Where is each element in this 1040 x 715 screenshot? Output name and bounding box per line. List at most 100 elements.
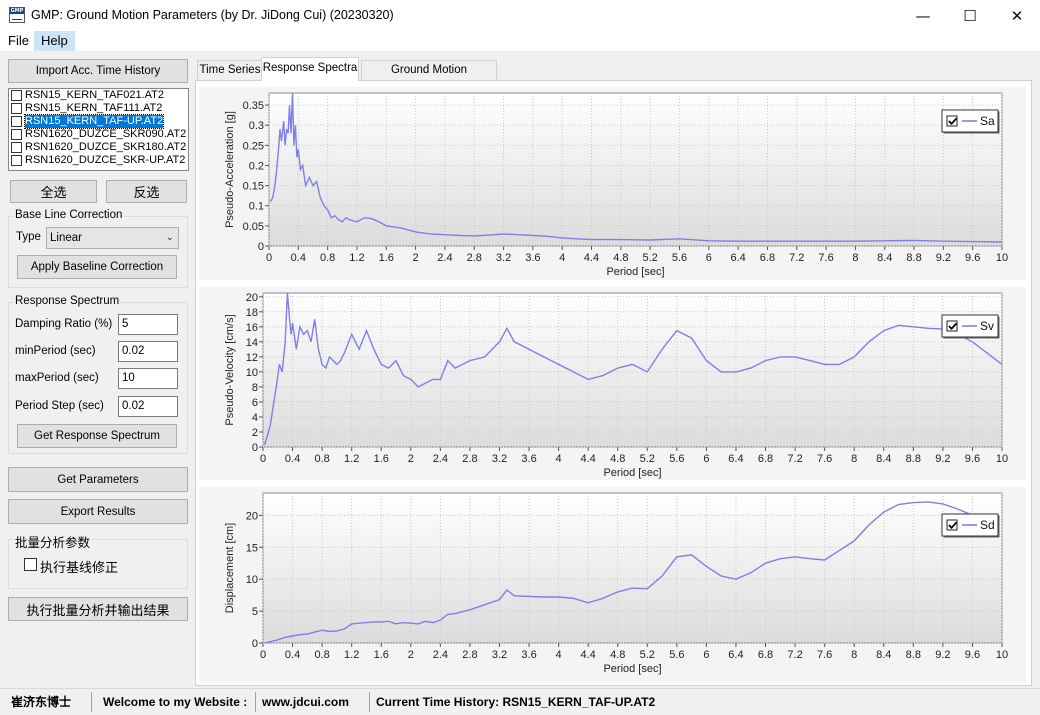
file-checkbox[interactable] xyxy=(11,103,22,114)
max-period-input[interactable]: 10 xyxy=(118,368,178,389)
min-period-label: minPeriod (sec) xyxy=(15,345,96,357)
y-tick-label: 0.25 xyxy=(243,140,264,152)
y-tick-label: 10 xyxy=(246,367,258,379)
y-tick-label: 0.35 xyxy=(243,100,264,112)
list-item[interactable]: RSN15_KERN_TAF-UP.AT2 xyxy=(9,114,188,129)
y-tick-label: 0.1 xyxy=(249,201,264,213)
y-tick-label: 0.3 xyxy=(249,120,264,132)
chart-sv: 0 0.4 0.8 1.2 1.6 2 2.4 2.8 3.2 3.6 4 4.4 4.8 5.2 5.6 6… xyxy=(199,287,1026,480)
y-tick-label: 2 xyxy=(252,427,258,439)
x-tick-label: 6 xyxy=(703,649,709,661)
baseline-group: Base Line Correction xyxy=(8,209,188,288)
batch-group-title: 批量分析参数 xyxy=(14,532,92,551)
damping-input[interactable]: 5 xyxy=(118,314,178,335)
app-icon: GMP xyxy=(9,7,25,23)
title-bar: GMP GMP: Ground Motion Parameters (by Dr… xyxy=(0,0,1040,31)
menu-help[interactable]: Help xyxy=(34,31,75,51)
x-tick-label: 3.6 xyxy=(521,649,536,661)
y-tick-label: 4 xyxy=(252,412,258,424)
export-results-button[interactable]: Export Results xyxy=(8,499,188,524)
close-button[interactable]: ✕ xyxy=(1010,6,1024,25)
legend[interactable]: Sv xyxy=(941,314,1000,339)
min-period-input[interactable]: 0.02 xyxy=(118,341,178,362)
file-list[interactable]: RSN15_KERN_TAF021.AT2 RSN15_KERN_TAF111.… xyxy=(8,88,189,171)
legend-label: Sd xyxy=(980,518,995,532)
minimize-button[interactable]: — xyxy=(915,6,931,25)
get-response-spectrum-button[interactable]: Get Response Spectrum xyxy=(17,424,177,448)
get-parameters-button[interactable]: Get Parameters xyxy=(8,467,188,492)
x-tick-label: 1.6 xyxy=(374,453,389,465)
x-tick-label: 9.2 xyxy=(935,649,950,661)
period-step-label: Period Step (sec) xyxy=(15,400,104,412)
batch-baseline-checkbox[interactable] xyxy=(24,558,37,571)
x-tick-label: 2.8 xyxy=(467,252,482,264)
tab-time-series[interactable]: Time Series xyxy=(197,60,263,80)
file-checkbox[interactable] xyxy=(11,90,22,101)
x-tick-label: 4.8 xyxy=(610,453,625,465)
legend-checkbox[interactable] xyxy=(946,320,958,332)
x-tick-label: 8.8 xyxy=(906,649,921,661)
import-button[interactable]: Import Acc. Time History xyxy=(8,59,188,83)
y-tick-label: 0 xyxy=(252,638,258,650)
x-tick-label: 9.2 xyxy=(936,252,951,264)
series-line-sa xyxy=(269,93,1002,243)
x-tick-label: 9.6 xyxy=(965,649,980,661)
apply-baseline-button[interactable]: Apply Baseline Correction xyxy=(17,255,177,279)
tab-response-spectra[interactable]: Response Spectra xyxy=(261,57,359,81)
plot-area xyxy=(262,292,1003,448)
select-all-button[interactable]: 全选 xyxy=(10,180,97,203)
x-tick-label: 5.2 xyxy=(643,252,658,264)
x-tick-label: 5.6 xyxy=(672,252,687,264)
x-tick-label: 8.8 xyxy=(906,252,921,264)
x-tick-label: 7.6 xyxy=(817,649,832,661)
list-item[interactable]: RSN15_KERN_TAF111.AT2 xyxy=(9,102,188,115)
tab-ground-motion-parameters[interactable]: Ground Motion Parameters xyxy=(361,60,497,95)
list-item[interactable]: RSN15_KERN_TAF021.AT2 xyxy=(9,89,188,102)
list-item[interactable]: RSN1620_DUZCE_SKR180.AT2 xyxy=(9,141,188,154)
x-tick-label: 8.4 xyxy=(876,453,891,465)
period-step-input[interactable]: 0.02 xyxy=(118,396,178,417)
file-checkbox[interactable] xyxy=(11,129,22,140)
status-bar: 崔济东博士 Welcome to my Website : www.jdcui.… xyxy=(0,688,1040,715)
x-tick-label: 10 xyxy=(996,252,1008,264)
x-tick-label: 6.4 xyxy=(728,453,743,465)
plot-area xyxy=(262,492,1003,644)
x-tick-label: 10 xyxy=(996,649,1008,661)
file-checkbox[interactable] xyxy=(11,116,22,127)
x-tick-label: 6 xyxy=(703,453,709,465)
x-tick-label: 2 xyxy=(413,252,419,264)
menu-file[interactable]: File xyxy=(8,33,29,48)
x-tick-label: 0 xyxy=(260,453,266,465)
x-tick-label: 0 xyxy=(266,252,272,264)
legend[interactable]: Sa xyxy=(941,109,1000,134)
x-axis-label: Period [sec] xyxy=(606,266,664,278)
list-item[interactable]: RSN1620_DUZCE_SKR090.AT2 xyxy=(9,128,188,141)
y-tick-label: 12 xyxy=(246,352,258,364)
x-tick-label: 7.2 xyxy=(787,649,802,661)
y-tick-label: 18 xyxy=(246,307,258,319)
maximize-button[interactable]: ☐ xyxy=(963,6,977,25)
batch-baseline-label: 执行基线修正 xyxy=(40,560,119,575)
baseline-type-select[interactable]: Linear ⌄ xyxy=(46,227,179,249)
x-tick-label: 4 xyxy=(559,252,565,264)
file-checkbox[interactable] xyxy=(11,142,22,153)
legend[interactable]: Sd xyxy=(941,513,1000,538)
legend-checkbox[interactable] xyxy=(946,115,958,127)
list-item[interactable]: RSN1620_DUZCE_SKR-UP.AT2 xyxy=(9,154,188,167)
app-icon-text: GMP xyxy=(10,8,24,14)
chevron-down-icon: ⌄ xyxy=(165,232,174,243)
x-tick-label: 4.4 xyxy=(581,453,596,465)
legend-checkbox[interactable] xyxy=(946,519,958,531)
x-tick-label: 6.4 xyxy=(728,649,743,661)
file-checkbox[interactable] xyxy=(11,155,22,166)
x-tick-label: 4.4 xyxy=(584,252,599,264)
invert-selection-button[interactable]: 反选 xyxy=(106,180,187,203)
run-batch-button[interactable]: 执行批量分析并输出结果 xyxy=(8,597,188,621)
series-line-sd xyxy=(264,501,973,643)
y-tick-label: 6 xyxy=(252,397,258,409)
x-tick-label: 6.8 xyxy=(760,252,775,264)
status-website[interactable]: www.jdcui.com xyxy=(262,695,349,709)
x-tick-label: 2 xyxy=(408,649,414,661)
chart-sd: 0 0.4 0.8 1.2 1.6 2 2.4 2.8 3.2 3.6 4 4.4 4.8 5.2 5.6 6… xyxy=(199,487,1026,683)
